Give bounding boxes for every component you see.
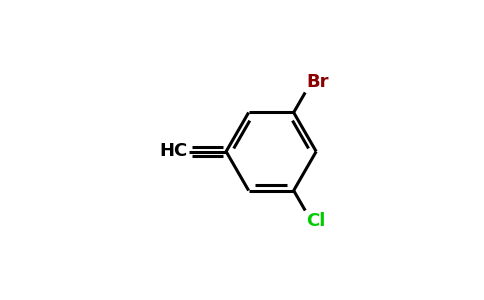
Text: Cl: Cl bbox=[306, 212, 326, 230]
Text: Br: Br bbox=[306, 73, 329, 91]
Text: HC: HC bbox=[159, 142, 187, 160]
